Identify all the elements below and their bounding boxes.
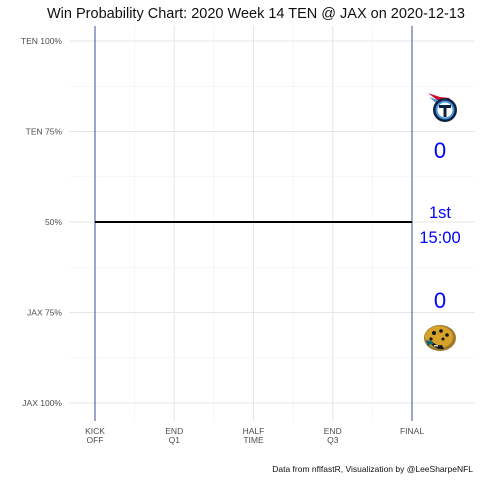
- x-tick-label: TIME: [243, 435, 264, 445]
- period-boundary-lines: [94, 26, 413, 421]
- y-axis-ticks: TEN 100% TEN 75% 50% JAX 75% JAX 100%: [21, 36, 63, 408]
- game-clock: 15:00: [419, 229, 460, 247]
- game-quarter: 1st: [429, 204, 451, 222]
- y-tick-label: JAX 100%: [22, 398, 62, 408]
- x-tick-label: Q3: [327, 435, 339, 445]
- y-tick-label: TEN 100%: [21, 36, 63, 46]
- x-tick-label: HALF: [243, 426, 265, 436]
- titans-logo-icon: [428, 93, 457, 122]
- y-tick-label: TEN 75%: [26, 127, 63, 137]
- x-tick-label: FINAL: [400, 426, 424, 436]
- y-tick-label: JAX 75%: [27, 308, 62, 318]
- x-tick-label: Q1: [169, 435, 181, 445]
- grid: [69, 26, 475, 421]
- chart-title: Win Probability Chart: 2020 Week 14 TEN …: [47, 6, 465, 22]
- x-tick-label: END: [165, 426, 183, 436]
- chart-caption: Data from nflfastR, Visualization by @Le…: [272, 464, 473, 474]
- jaguars-logo-icon: [424, 325, 456, 351]
- x-tick-label: KICK: [85, 426, 105, 436]
- x-tick-label: OFF: [87, 435, 104, 445]
- y-tick-label: 50%: [45, 217, 62, 227]
- away-team-score: 0: [434, 138, 446, 163]
- home-team-score: 0: [434, 288, 446, 313]
- x-tick-label: END: [324, 426, 342, 436]
